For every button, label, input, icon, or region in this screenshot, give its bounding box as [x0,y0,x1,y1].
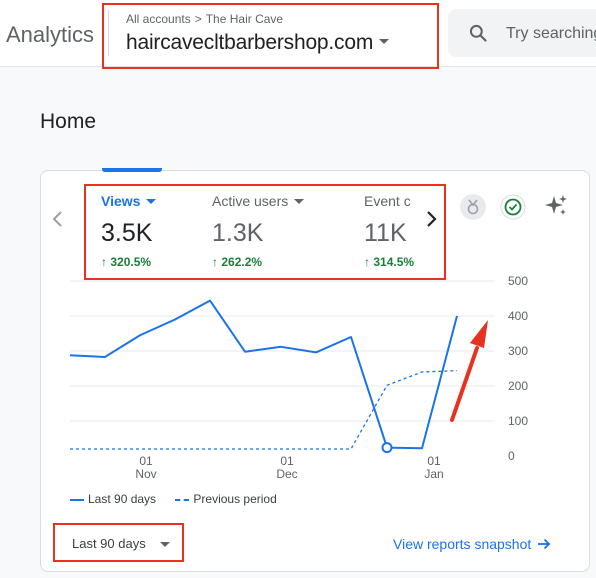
breadcrumb-account: The Hair Cave [205,12,284,26]
metric-views[interactable]: Views 3.5K ↑ 320.5% [101,193,157,269]
metric-label: Views [101,193,157,211]
snapshot-link-label: View reports snapshot [393,536,532,552]
x-tick-month: Jan [424,467,444,481]
active-tab-indicator [102,168,162,172]
metric-change-value: 320.5% [110,255,152,269]
search-input[interactable] [504,23,596,45]
x-tick-label: 01 Nov [131,455,161,481]
legend-item-current: Last 90 days [70,492,156,506]
chevron-down-icon [146,198,157,204]
property-name: haircavecltbarbershop.com [126,31,390,55]
x-tick-month: Dec [276,467,298,481]
search-icon [469,24,487,42]
metric-value: 1.3K [212,219,264,247]
metric-change: ↑ 320.5% [101,255,156,269]
metric-value: 3.5K [101,219,153,247]
legend-solid-line [70,498,84,501]
metric-active-users[interactable]: Active users 1.3K ↑ 262.2% [212,193,305,269]
header-divider [108,10,109,56]
chevron-down-icon [379,38,390,44]
x-tick-day: 01 [427,454,441,468]
x-tick-month: Nov [135,467,157,481]
x-tick-label: 01 Jan [419,455,449,481]
date-range-selector[interactable]: Last 90 days [56,525,182,561]
legend-label: Previous period [193,492,277,506]
metric-label: Active users [212,193,305,211]
y-tick-label: 500 [508,274,529,288]
insights-badge-icon[interactable] [460,194,486,220]
legend-dashed-line [175,498,190,501]
breadcrumb: All accounts > The Hair Cave [126,12,283,26]
metric-label-text: Views [101,193,141,209]
metric-change: ↑ 314.5% [364,255,414,269]
chevron-down-icon [294,198,305,204]
y-tick-label: 200 [508,379,529,393]
arrow-up-icon: ↑ [212,255,218,269]
metric-event-count[interactable]: Event c 11K ↑ 314.5% [364,193,414,269]
legend-label: Last 90 days [88,492,157,506]
y-tick-label: 100 [508,414,529,428]
app-title[interactable]: Analytics [6,22,95,47]
metric-change: ↑ 262.2% [212,255,304,269]
account-picker[interactable]: All accounts > The Hair Cave haircavecltba… [102,3,438,67]
x-tick-label: 01 Dec [272,455,302,481]
y-tick-label: 0 [508,449,515,463]
chevron-right-icon[interactable] [419,207,443,231]
search-box[interactable] [448,9,596,57]
chart-legend: Last 90 days Previous period [70,492,293,506]
date-range-label: Last 90 days [72,536,146,551]
x-tick-day: 01 [280,454,294,468]
breadcrumb-separator: > [194,12,202,26]
arrow-up-icon: ↑ [101,255,107,269]
metric-change-value: 314.5% [373,255,415,269]
legend-item-previous: Previous period [175,492,277,506]
arrow-right-icon [538,539,551,550]
y-tick-label: 400 [508,309,529,323]
metric-label: Event c [364,193,411,209]
arrow-up-icon: ↑ [364,255,370,269]
sparkle-icon[interactable] [543,193,569,219]
property-name-text: haircavecltbarbershop.com [126,31,374,54]
top-bar: Analytics All accounts > The Hair Cave hai… [0,0,596,67]
x-tick-day: 01 [139,454,153,468]
y-tick-label: 300 [508,344,529,358]
metric-event-count-clip: Event c 11K ↑ 314.5% [364,190,416,270]
metric-change-value: 262.2% [221,255,263,269]
check-circle-icon[interactable] [500,194,526,220]
chevron-down-icon [160,542,170,547]
breadcrumb-all-accounts: All accounts [126,12,191,26]
view-reports-snapshot-link[interactable]: View reports snapshot [393,536,551,552]
page-title: Home [40,110,97,133]
metric-label-text: Active users [212,193,289,209]
chevron-left-icon[interactable] [46,207,70,231]
metric-value: 11K [364,219,407,247]
